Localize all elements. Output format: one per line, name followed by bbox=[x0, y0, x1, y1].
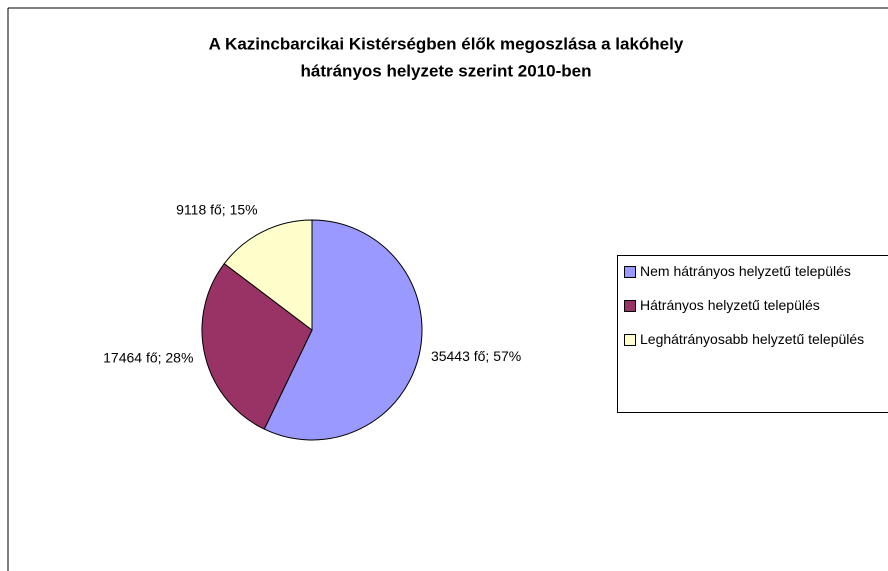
legend-label: Nem hátrányos helyzetű település bbox=[640, 263, 851, 279]
chart-title: hátrányos helyzete szerint 2010-ben bbox=[300, 61, 591, 80]
pie-slice bbox=[263, 219, 423, 441]
pie-slice bbox=[223, 219, 313, 332]
data-label: 17464 fő; 28% bbox=[103, 349, 193, 365]
legend-item: Nem hátrányos helyzetű település bbox=[624, 262, 874, 280]
legend-item: Hátrányos helyzetű település bbox=[624, 296, 874, 314]
chart-title: A Kazincbarcikai Kistérségben élők megos… bbox=[209, 34, 684, 53]
legend-swatch bbox=[624, 300, 636, 312]
legend-label: Hátrányos helyzetű település bbox=[640, 297, 820, 313]
data-label: 9118 fő; 15% bbox=[176, 201, 257, 217]
legend-swatch bbox=[624, 334, 636, 346]
legend-item: Leghátrányosabb helyzetű település bbox=[624, 330, 874, 348]
legend-swatch bbox=[624, 266, 636, 278]
legend-label: Leghátrányosabb helyzetű település bbox=[640, 331, 865, 347]
pie-slice bbox=[201, 262, 313, 430]
data-label: 35443 fő; 57% bbox=[431, 348, 521, 364]
legend: Nem hátrányos helyzetű település Hátrányo… bbox=[617, 255, 888, 413]
